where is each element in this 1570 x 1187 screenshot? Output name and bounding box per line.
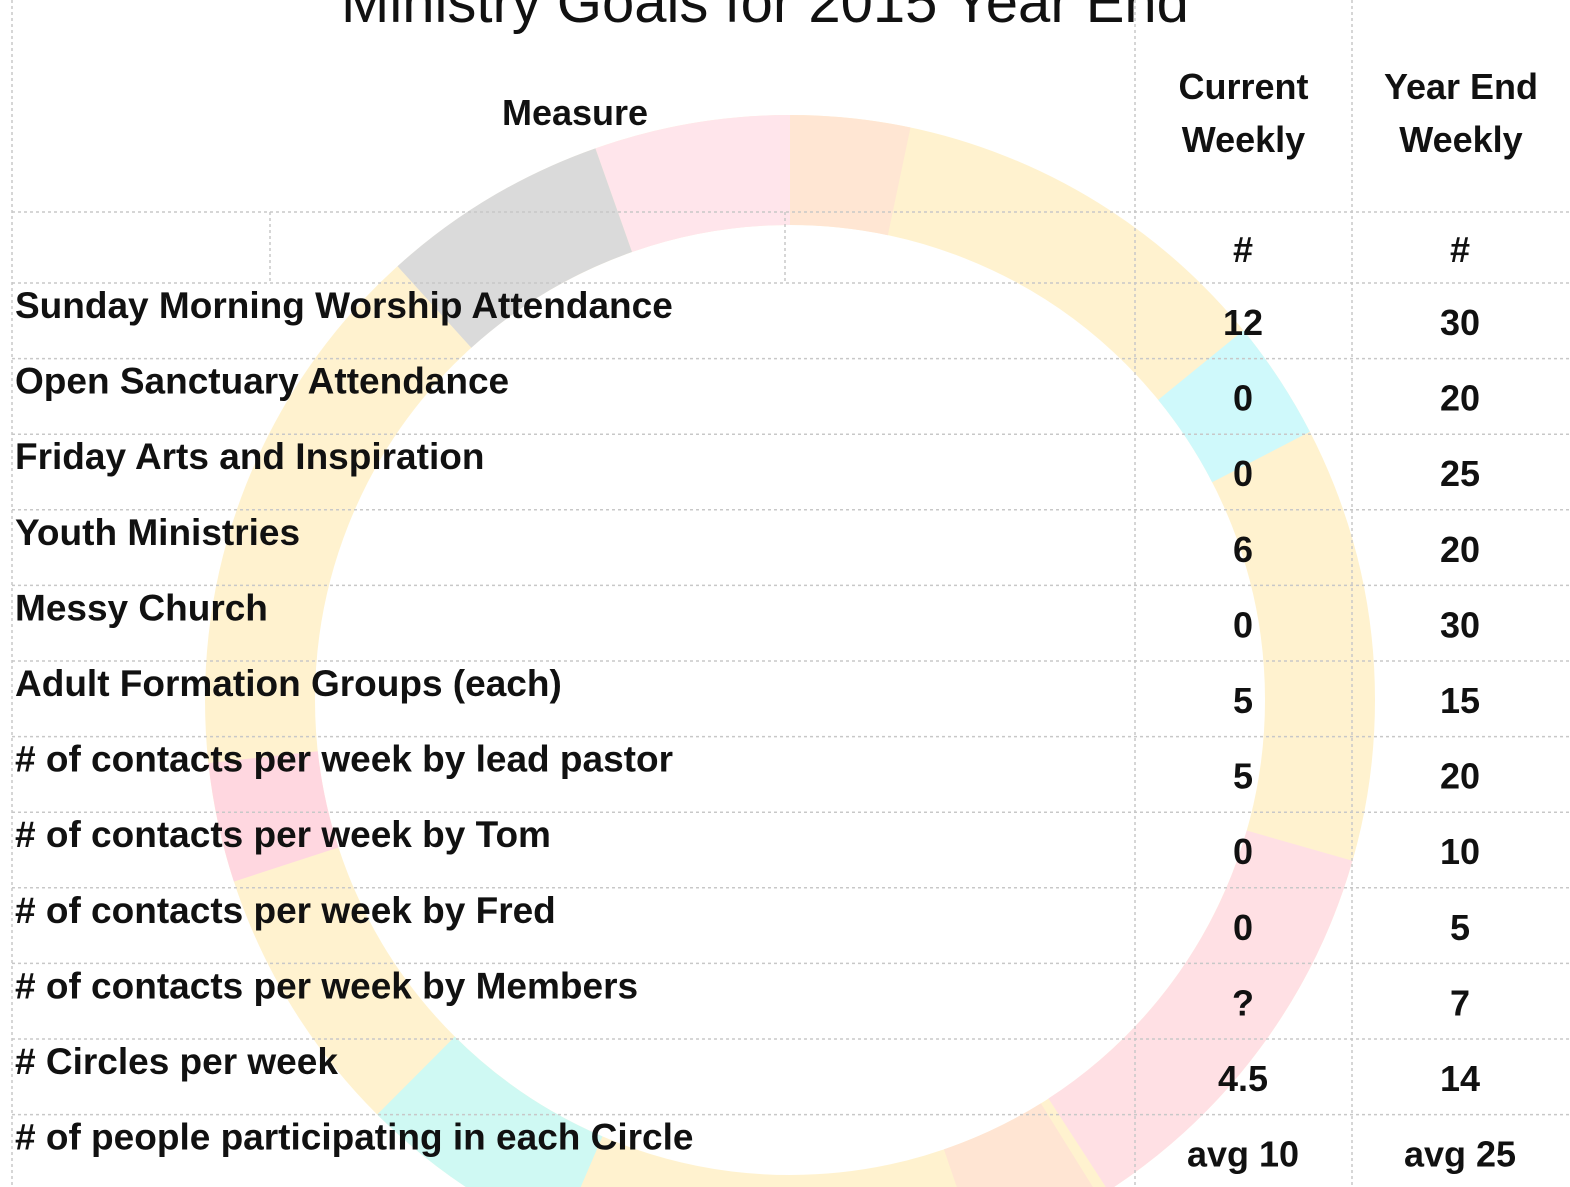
goal-value: 30	[1440, 302, 1480, 343]
column-header-box: Year End Weekly	[1352, 60, 1570, 170]
column-header-box: Current Weekly	[1135, 60, 1352, 170]
goal-value: avg 25	[1404, 1134, 1516, 1175]
measure-label: # of contacts per week by Tom	[15, 814, 551, 855]
current-value: 5	[1233, 756, 1253, 797]
unit-label: #	[1450, 229, 1470, 270]
column-header: Current Weekly	[1135, 60, 1352, 166]
unit-label: #	[1233, 229, 1253, 270]
column-header: Measure	[502, 92, 648, 133]
current-value: 6	[1233, 529, 1253, 570]
goal-value: 20	[1440, 756, 1480, 797]
goal-value: 20	[1440, 529, 1480, 570]
current-value: 0	[1233, 907, 1253, 948]
goal-value: 7	[1450, 982, 1470, 1023]
goal-value: 5	[1450, 907, 1470, 948]
current-value: 0	[1233, 453, 1253, 494]
measure-label: Sunday Morning Worship Attendance	[15, 285, 673, 326]
current-value: ?	[1232, 982, 1254, 1023]
measure-label: Messy Church	[15, 587, 268, 628]
measure-label: # of contacts per week by lead pastor	[15, 739, 673, 780]
current-value: 0	[1233, 604, 1253, 645]
goal-value: 15	[1440, 680, 1480, 721]
current-value: 12	[1223, 302, 1263, 343]
measure-label: # of people participating in each Circle	[15, 1117, 693, 1158]
current-value: 0	[1233, 378, 1253, 419]
measure-label: Friday Arts and Inspiration	[15, 436, 484, 477]
measure-label: Open Sanctuary Attendance	[15, 361, 509, 402]
column-header: Year End Weekly	[1352, 60, 1570, 166]
current-value: 0	[1233, 831, 1253, 872]
goal-value: 14	[1440, 1058, 1480, 1099]
measure-label: # Circles per week	[15, 1041, 338, 1082]
goal-value: 10	[1440, 831, 1480, 872]
current-value: 5	[1233, 680, 1253, 721]
measure-label: # of contacts per week by Members	[15, 965, 638, 1006]
goal-value: 20	[1440, 378, 1480, 419]
measure-label: # of contacts per week by Fred	[15, 890, 556, 931]
page: Ministry Goals for 2015 Year End Measure…	[0, 0, 1570, 1187]
title: Ministry Goals for 2015 Year End	[341, 0, 1189, 35]
measure-label: Adult Formation Groups (each)	[15, 663, 562, 704]
current-value: 4.5	[1218, 1058, 1268, 1099]
current-value: avg 10	[1187, 1134, 1299, 1175]
measure-label: Youth Ministries	[15, 512, 300, 553]
goal-value: 25	[1440, 453, 1480, 494]
goal-value: 30	[1440, 604, 1480, 645]
